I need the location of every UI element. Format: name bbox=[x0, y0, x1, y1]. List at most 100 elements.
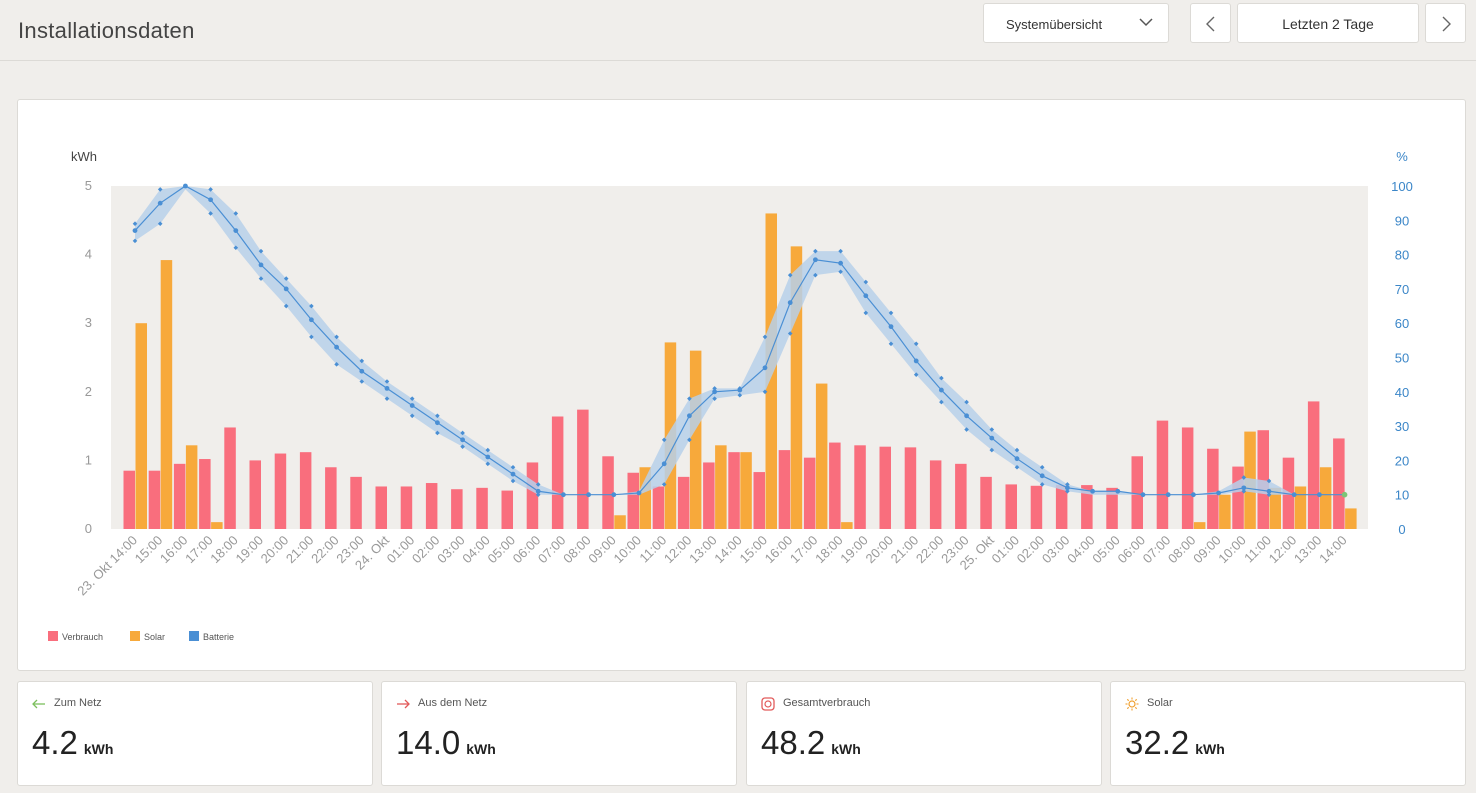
stat-value-row: 14.0 kWh bbox=[396, 724, 496, 762]
consumption-bar bbox=[1030, 485, 1043, 529]
battery-min-marker bbox=[661, 482, 667, 487]
x-tick-label: 04:00 bbox=[459, 533, 493, 567]
battery-min-marker bbox=[409, 413, 415, 419]
stat-unit: kWh bbox=[466, 741, 496, 757]
battery-point bbox=[586, 492, 591, 498]
battery-point bbox=[712, 389, 717, 395]
stat-card-total-consumption: Gesamtverbrauch 48.2 kWh bbox=[746, 681, 1102, 786]
battery-point bbox=[1014, 456, 1020, 462]
x-tick-label: 05:00 bbox=[485, 533, 519, 567]
solar-bar bbox=[689, 350, 702, 529]
battery-min-marker bbox=[1039, 482, 1045, 487]
battery-min-marker bbox=[535, 492, 541, 497]
battery-min-marker bbox=[132, 238, 138, 244]
x-tick-label: 22:00 bbox=[913, 533, 947, 567]
battery-min-marker bbox=[1065, 488, 1070, 494]
consumption-bar bbox=[803, 457, 816, 529]
consumption-bar bbox=[980, 476, 992, 529]
battery-min-marker bbox=[1266, 492, 1272, 497]
consumption-bar bbox=[451, 489, 463, 529]
battery-max-marker bbox=[712, 386, 717, 391]
solar-bar bbox=[135, 323, 147, 529]
stat-value: 32.2 bbox=[1125, 724, 1190, 761]
battery-min-marker bbox=[712, 396, 717, 401]
battery-min-marker bbox=[913, 372, 919, 377]
consumption-bar bbox=[173, 463, 186, 529]
consumption-bar bbox=[854, 445, 866, 529]
battery-point bbox=[1140, 492, 1146, 498]
battery-min-marker bbox=[737, 392, 743, 398]
battery-min-marker bbox=[1241, 488, 1247, 494]
battery-min-marker bbox=[334, 362, 339, 367]
battery-max-marker bbox=[283, 276, 289, 281]
battery-max-marker bbox=[409, 396, 415, 401]
battery-max-marker bbox=[1065, 482, 1070, 487]
battery-max-marker bbox=[787, 272, 793, 278]
x-tick-label: 13:00 bbox=[1291, 533, 1325, 567]
page-title: Installationsdaten bbox=[18, 18, 195, 43]
y-right-tick-label: 10 bbox=[1395, 488, 1409, 503]
battery-max-marker bbox=[460, 430, 465, 436]
battery-max-marker bbox=[989, 427, 995, 432]
next-period-button[interactable] bbox=[1425, 3, 1466, 43]
x-tick-label: 07:00 bbox=[535, 533, 569, 567]
battery-point bbox=[359, 368, 365, 374]
view-select[interactable]: Systemübersicht bbox=[983, 3, 1169, 43]
stat-label: Solar bbox=[1147, 697, 1173, 709]
x-tick-label: 10:00 bbox=[1215, 533, 1249, 567]
solar-bar bbox=[160, 260, 173, 529]
battery-min-marker bbox=[838, 269, 843, 275]
stat-card-to-grid: Zum Netz 4.2 kWh bbox=[17, 681, 373, 786]
battery-max-marker bbox=[334, 334, 339, 340]
x-tick-label: 15:00 bbox=[737, 533, 771, 567]
battery-min-marker bbox=[1014, 464, 1020, 470]
previous-period-button[interactable] bbox=[1190, 3, 1231, 43]
stat-unit: kWh bbox=[1195, 741, 1225, 757]
solar-bar bbox=[1294, 486, 1307, 529]
battery-point bbox=[1039, 473, 1045, 479]
consumption-bar bbox=[627, 472, 639, 529]
x-tick-label: 12:00 bbox=[1266, 533, 1300, 567]
consumption-bar bbox=[728, 452, 740, 529]
x-tick-label: 03:00 bbox=[1039, 533, 1073, 567]
chart-card: kWh% 0 1 2 3 4 5 0 10 20 30 40 50 60 70 80 90 100 23. Okt … bbox=[17, 99, 1466, 671]
battery-point bbox=[1317, 492, 1322, 498]
view-select-label: Systemübersicht bbox=[1006, 17, 1103, 32]
battery-max-marker bbox=[1241, 475, 1247, 480]
x-tick-label: 01:00 bbox=[989, 533, 1023, 567]
solar-bar bbox=[639, 467, 651, 529]
consumption-bar bbox=[778, 450, 791, 529]
battery-point bbox=[939, 387, 944, 393]
consumption-bar bbox=[753, 472, 765, 529]
x-tick-label: 14:00 bbox=[711, 533, 745, 567]
battery-point bbox=[535, 488, 541, 494]
date-range-select[interactable]: Letzten 2 Tage bbox=[1237, 3, 1419, 43]
battery-point bbox=[485, 454, 491, 460]
y-right-tick-label: 90 bbox=[1395, 213, 1409, 228]
battery-point bbox=[1241, 485, 1247, 491]
y-right-tick-label: 80 bbox=[1395, 248, 1409, 263]
consumption-bar bbox=[1055, 485, 1068, 529]
x-tick-label: 01:00 bbox=[384, 533, 418, 567]
battery-point bbox=[561, 492, 566, 498]
consumption-bar bbox=[955, 463, 967, 529]
battery-min-marker bbox=[283, 303, 289, 309]
consumption-bar bbox=[677, 476, 690, 529]
battery-max-marker bbox=[309, 303, 314, 309]
battery-point bbox=[1115, 488, 1121, 494]
y-right-tick-label: 20 bbox=[1395, 453, 1409, 468]
x-tick-label: 10:00 bbox=[611, 533, 645, 567]
y-right-tick-label: 70 bbox=[1395, 282, 1409, 297]
solar-bar bbox=[1319, 467, 1332, 529]
x-tick-label: 02:00 bbox=[409, 533, 443, 567]
x-tick-label: 06:00 bbox=[510, 533, 544, 567]
solar-bar bbox=[614, 515, 626, 529]
battery-min-marker bbox=[384, 396, 390, 401]
battery-point bbox=[283, 286, 289, 292]
x-tick-label: 04:00 bbox=[1064, 533, 1098, 567]
battery-point bbox=[661, 461, 667, 467]
y-left-tick-label: 0 bbox=[85, 521, 92, 536]
consumption-bar bbox=[148, 470, 161, 529]
x-tick-label: 08:00 bbox=[560, 533, 594, 567]
x-tick-label: 11:00 bbox=[636, 533, 669, 566]
